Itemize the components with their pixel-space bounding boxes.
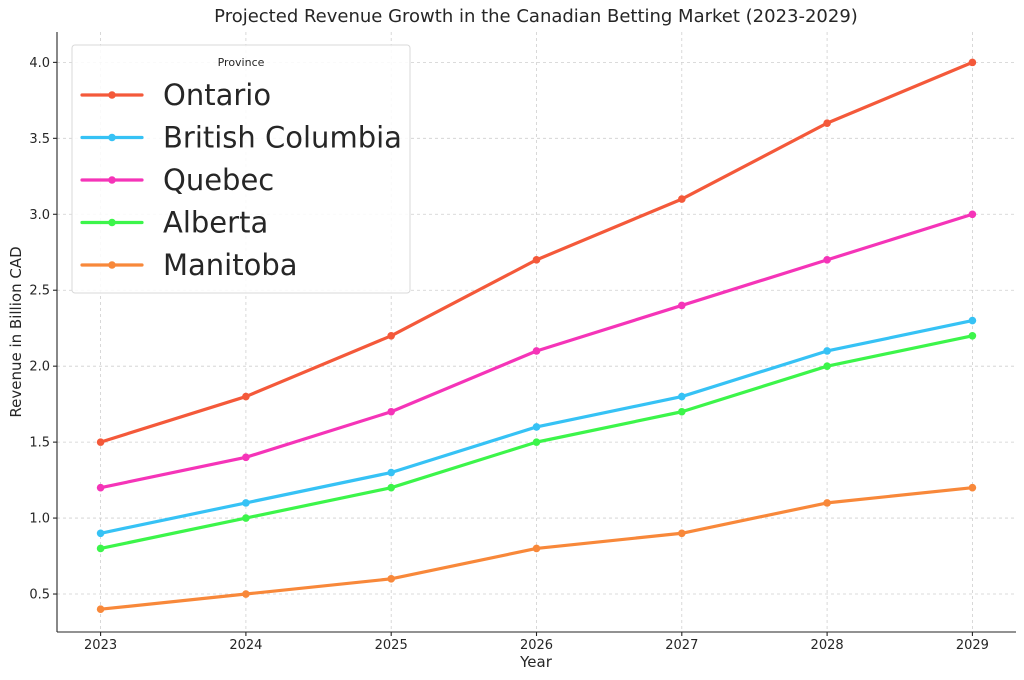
data-point-british-columbia — [678, 392, 686, 401]
data-point-british-columbia — [823, 347, 831, 355]
y-tick-label: 1.0 — [29, 512, 50, 527]
data-point-ontario — [678, 195, 686, 203]
y-tick-label: 0.5 — [29, 588, 50, 603]
data-point-quebec — [968, 210, 977, 219]
series-quebec — [96, 210, 977, 492]
y-tick-label: 2.5 — [29, 284, 50, 299]
data-point-alberta — [532, 438, 541, 446]
data-point-quebec — [678, 301, 686, 310]
data-point-british-columbia — [968, 316, 977, 325]
legend-item-alberta: Alberta — [80, 206, 268, 240]
series-ontario — [96, 58, 977, 446]
data-point-alberta — [678, 407, 686, 416]
data-point-quebec — [532, 347, 541, 355]
y-tick-label: 3.0 — [29, 208, 50, 223]
legend: Province Ontario British Columbia Quebec Alb… — [71, 44, 411, 294]
data-point-ontario — [823, 119, 831, 127]
data-point-alberta — [823, 362, 831, 370]
data-point-manitoba — [823, 499, 831, 507]
x-tick-label: 2027 — [665, 638, 698, 653]
series-british-columbia — [96, 316, 977, 538]
data-point-manitoba — [678, 529, 686, 538]
data-point-manitoba — [387, 575, 395, 583]
y-axis-label: Revenue in Billion CAD — [7, 246, 25, 417]
legend-swatch-marker — [108, 261, 116, 269]
legend-label: Quebec — [163, 163, 274, 197]
data-point-ontario — [242, 392, 250, 401]
legend-box — [71, 44, 411, 294]
legend-swatch-marker — [108, 218, 116, 227]
data-point-alberta — [242, 514, 250, 522]
y-tick-label: 1.5 — [29, 436, 50, 451]
data-point-manitoba — [96, 605, 105, 614]
legend-swatch-marker — [108, 133, 116, 142]
x-tick-label: 2023 — [84, 638, 117, 653]
series-manitoba — [96, 483, 977, 614]
axes: 2023 2024 2025 2026 2027 2028 2029 0.5 1.0 1.5 2.0… — [29, 32, 1016, 653]
legend-swatch-marker — [108, 176, 116, 184]
y-tick-label: 3.5 — [29, 132, 50, 147]
data-point-quebec — [96, 483, 105, 492]
series-group — [96, 58, 977, 614]
data-point-ontario — [532, 256, 541, 264]
data-point-manitoba — [532, 544, 541, 553]
legend-item-british-columbia: British Columbia — [80, 121, 402, 155]
data-point-ontario — [387, 331, 395, 340]
legend-label: Ontario — [163, 78, 271, 112]
data-point-quebec — [823, 256, 831, 264]
x-axis-label: Year — [519, 653, 553, 671]
data-point-british-columbia — [96, 529, 105, 538]
legend-label: Alberta — [163, 206, 268, 240]
x-tick-label: 2028 — [811, 638, 844, 653]
x-tick-label: 2029 — [956, 638, 989, 653]
data-point-british-columbia — [242, 499, 250, 507]
data-point-ontario — [968, 58, 977, 67]
data-point-manitoba — [242, 590, 250, 598]
x-tick-label: 2024 — [229, 638, 262, 653]
legend-label: British Columbia — [163, 121, 402, 155]
data-point-ontario — [96, 438, 105, 446]
data-point-alberta — [387, 483, 395, 492]
data-point-british-columbia — [387, 468, 395, 477]
legend-item-ontario: Ontario — [80, 78, 271, 112]
y-tick-label: 4.0 — [29, 56, 50, 71]
legend-swatch-marker — [108, 91, 116, 99]
data-point-alberta — [968, 331, 977, 340]
x-tick-label: 2026 — [520, 638, 553, 653]
legend-item-quebec: Quebec — [80, 163, 274, 197]
legend-title: Province — [218, 56, 265, 69]
legend-label: Manitoba — [163, 248, 298, 282]
x-tick-label: 2025 — [375, 638, 408, 653]
legend-item-manitoba: Manitoba — [80, 248, 298, 282]
chart-title: Projected Revenue Growth in the Canadian… — [214, 6, 858, 27]
data-point-alberta — [96, 544, 105, 553]
series-alberta — [96, 331, 977, 553]
data-point-manitoba — [968, 483, 977, 492]
data-point-quebec — [242, 453, 250, 462]
y-tick-label: 2.0 — [29, 360, 50, 375]
data-point-british-columbia — [532, 423, 541, 431]
data-point-quebec — [387, 407, 395, 416]
